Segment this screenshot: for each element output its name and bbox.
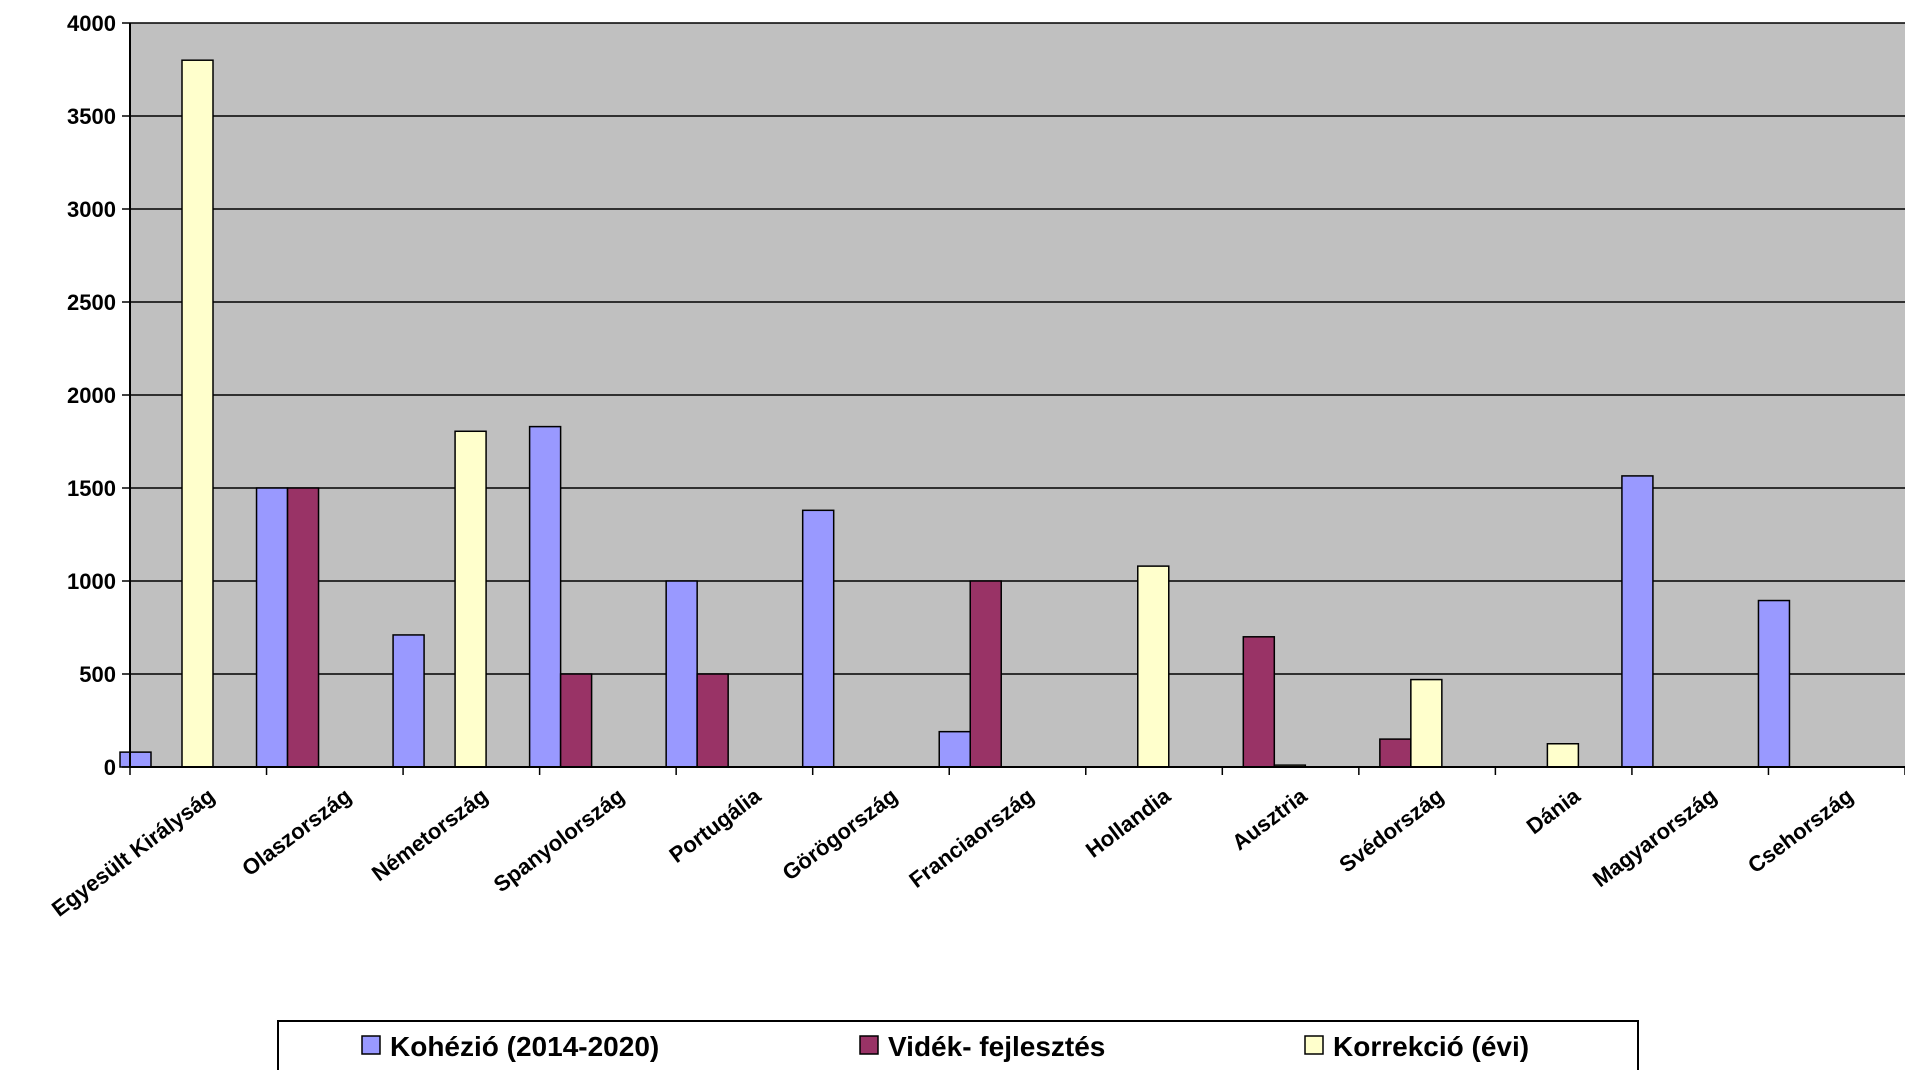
legend-swatch-2 [859,1035,879,1055]
legend-swatch-1 [361,1035,381,1055]
bar-3-10 [1410,678,1443,768]
bar-3-1 [181,59,214,768]
legend-label-3: Korrekció (évi) [1333,1031,1529,1062]
y-tick-label: 2500 [67,290,116,315]
bar-1-13 [1757,599,1791,768]
x-category-label: Olaszország [237,783,356,881]
x-category-label: Egyesült Királyság [47,783,219,921]
y-tick-label: 500 [79,662,116,687]
bar-2-7 [969,580,1002,768]
x-category-label: Görögország [778,783,902,885]
legend-label-2: Vidék- fejlesztés [888,1031,1105,1062]
x-category-label: Dánia [1522,783,1586,839]
x-category-label: Svédország [1334,783,1448,877]
y-tick-label: 4000 [67,11,116,36]
y-tick-label: 3000 [67,197,116,222]
bar-1-4 [528,425,562,768]
bar-2-5 [696,673,729,768]
bar-3-8 [1137,565,1170,768]
gridlines [130,22,1905,675]
bar-1-12 [1621,475,1654,768]
x-category-label: Németország [367,783,492,886]
x-axis-categories: Egyesült Királyság Olaszország Németország… [47,767,1905,921]
x-category-label: Portugália [664,783,766,868]
legend-swatch-3 [1304,1035,1324,1055]
bar-1-2 [255,487,289,768]
x-category-label: Ausztria [1227,783,1312,856]
bar-2-9 [1242,636,1276,768]
bar-2-2 [286,487,320,768]
bar-2-10 [1379,738,1412,768]
bar-3-11 [1546,743,1580,768]
x-category-label: Magyarország [1588,783,1721,892]
x-category-label: Csehország [1743,783,1858,878]
bars [119,59,1791,768]
bar-1-3 [392,634,425,768]
x-category-label: Hollandia [1081,783,1176,863]
y-axis-ticks: 0 500 1000 1500 2000 2500 3000 3500 4000 [67,11,130,780]
y-tick-label: 3500 [67,104,116,129]
y-tick-label: 0 [104,755,116,780]
bar-2-4 [559,673,593,768]
y-tick-label: 2000 [67,383,116,408]
legend-label-1: Kohézió (2014-2020) [390,1031,659,1062]
legend: Kohézió (2014-2020) Vidék- fejlesztés Korr… [277,1020,1639,1070]
x-category-label: Spanyolország [489,783,629,897]
x-category-label: Franciaország [904,783,1038,893]
y-tick-label: 1000 [67,569,116,594]
bar-1-1 [119,751,152,768]
bar-1-5 [665,580,698,768]
y-tick-label: 1500 [67,476,116,501]
bar-1-7 [938,730,971,768]
bar-1-6 [801,509,835,768]
bar-3-3 [454,430,487,768]
legend-box [277,1020,1639,1070]
